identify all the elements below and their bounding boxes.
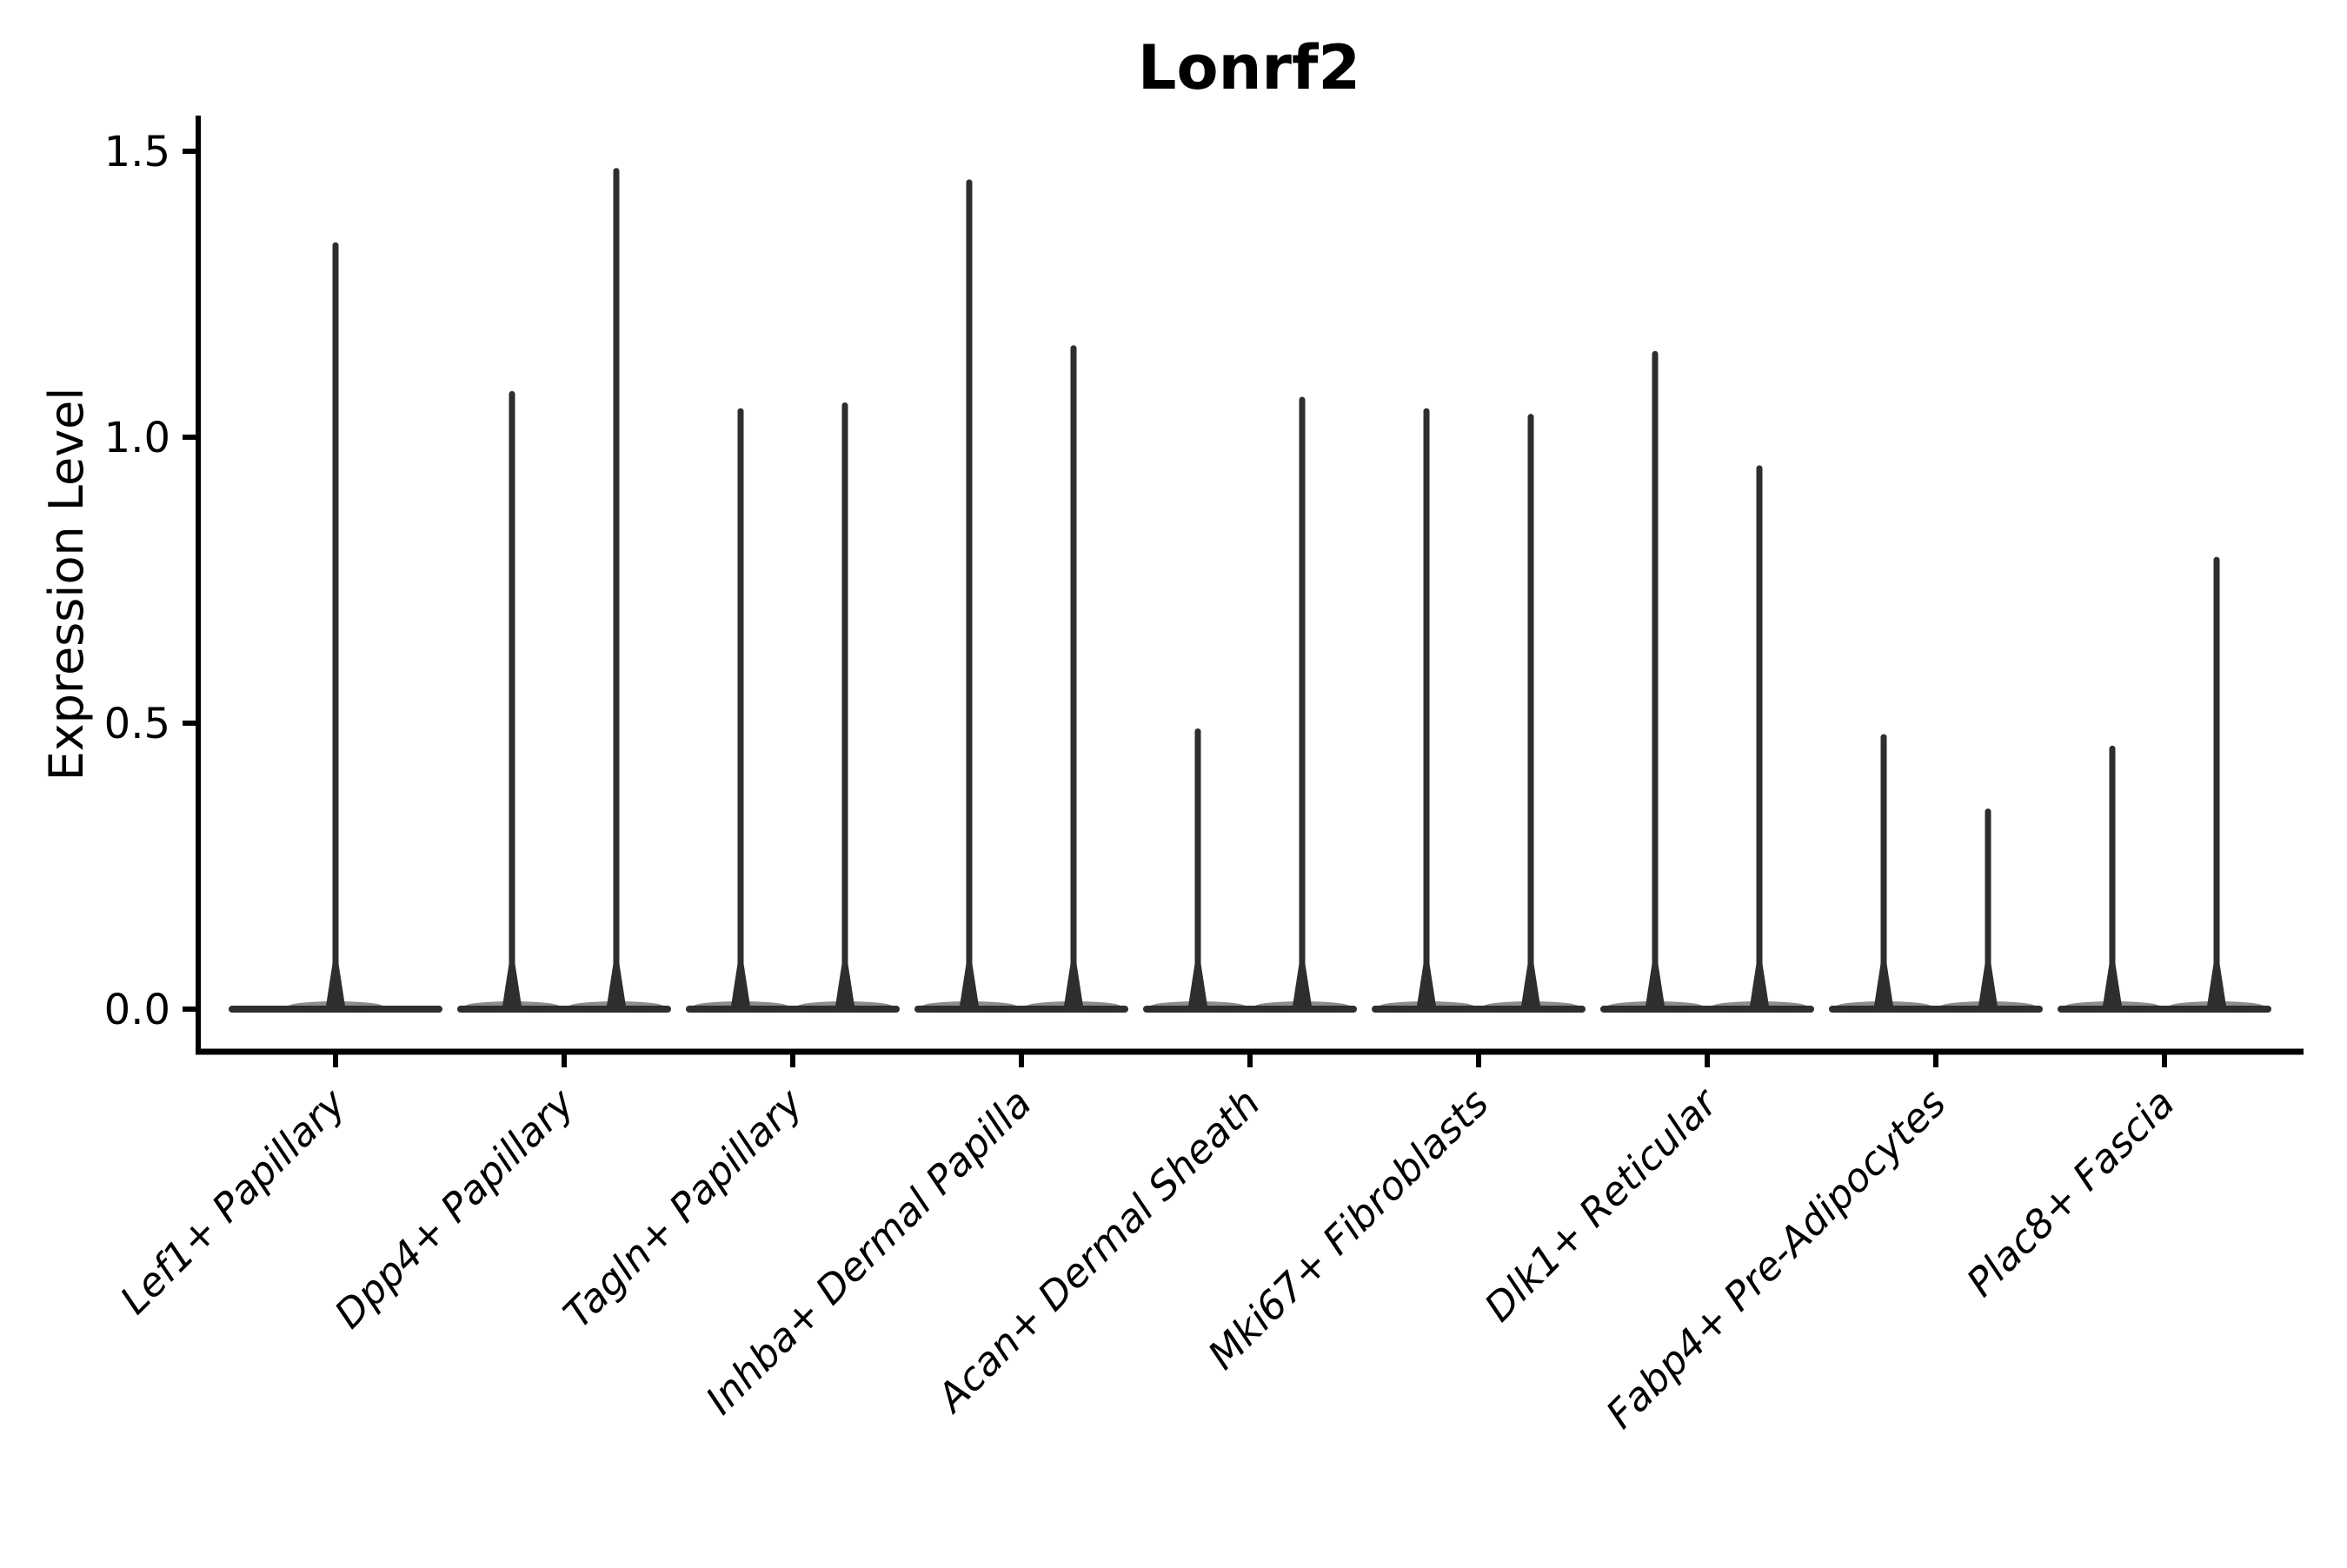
axes-layer (183, 116, 2304, 1067)
y-tick-label: 0.5 (104, 700, 170, 748)
x-tick-label: Dlk1+ Reticular (1475, 1079, 1727, 1331)
y-axis-label: Expression Level (39, 388, 94, 781)
x-tick-label: Dpp4+ Papillary (326, 1079, 584, 1337)
y-tick-label: 1.5 (104, 128, 170, 176)
violin (1143, 396, 1357, 1013)
violin (2058, 556, 2271, 1013)
violin (229, 242, 442, 1013)
y-tick-label: 0.0 (104, 986, 170, 1034)
violin (686, 402, 900, 1013)
chart-title: Lonrf2 (1138, 32, 1360, 103)
y-tick-label: 1.0 (104, 414, 170, 462)
violin (1372, 408, 1586, 1013)
x-tick-label: Plac8+ Fascia (1958, 1080, 2184, 1306)
violins-layer (229, 168, 2271, 1013)
violin (914, 179, 1128, 1013)
x-tick-label: Lef1+ Papillary (111, 1079, 356, 1323)
violin (1829, 734, 2043, 1013)
violin (1600, 350, 1814, 1013)
x-tick-label: Tagln+ Papillary (555, 1079, 813, 1337)
violin (457, 168, 671, 1013)
